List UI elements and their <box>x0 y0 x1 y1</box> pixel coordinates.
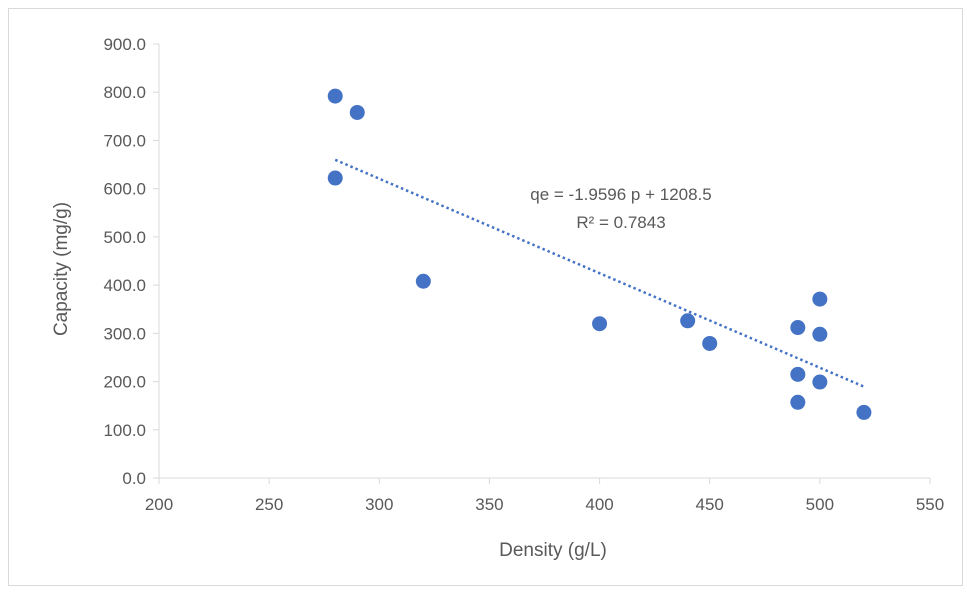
data-point <box>812 291 828 307</box>
data-point <box>327 88 343 104</box>
x-tick-label: 200 <box>145 495 173 514</box>
x-tick-label: 300 <box>365 495 393 514</box>
data-point <box>812 326 828 342</box>
scatter-chart: 200 250 300 350 400 450 500 550 0.0 100.0 200.0 30… <box>51 35 944 561</box>
data-point <box>812 374 828 390</box>
y-tick-label: 700.0 <box>103 131 146 150</box>
y-tick-label: 500.0 <box>103 228 146 247</box>
y-tick-label: 200.0 <box>103 373 146 392</box>
x-tick-label: 250 <box>255 495 283 514</box>
x-tick-label: 550 <box>916 495 944 514</box>
data-points <box>327 88 872 420</box>
y-tick-label: 400.0 <box>103 276 146 295</box>
data-point <box>702 335 718 351</box>
trendline-r-squared: R² = 0.7843 <box>576 213 665 232</box>
chart-area: 200 250 300 350 400 450 500 550 0.0 100.0 200.0 30… <box>8 8 963 586</box>
data-point <box>415 273 431 289</box>
data-point <box>856 404 872 420</box>
y-tick-label: 0.0 <box>122 469 146 488</box>
x-tick-label: 450 <box>696 495 724 514</box>
y-tick-label: 800.0 <box>103 83 146 102</box>
y-tick-label: 300.0 <box>103 324 146 343</box>
data-point <box>592 316 608 332</box>
data-point <box>349 104 365 120</box>
data-point <box>790 394 806 410</box>
y-tick-labels: 0.0 100.0 200.0 300.0 400.0 500.0 600.0 700.0 80… <box>103 35 159 488</box>
axes <box>158 44 930 479</box>
x-axis-title: Density (g/L) <box>499 540 607 561</box>
data-point <box>680 313 696 329</box>
x-tick-labels: 200 250 300 350 400 450 500 550 <box>145 478 944 514</box>
data-point <box>790 320 806 336</box>
y-tick-label: 900.0 <box>103 35 146 54</box>
trendline-group <box>334 158 865 388</box>
y-axis-title: Capacity (mg/g) <box>51 202 72 336</box>
data-point <box>790 366 806 382</box>
x-tick-label: 350 <box>475 495 503 514</box>
data-point <box>327 170 343 186</box>
trendline-equation: qe = -1.9596 p + 1208.5 <box>530 185 712 204</box>
y-tick-label: 600.0 <box>103 180 146 199</box>
x-tick-label: 400 <box>585 495 613 514</box>
x-tick-label: 500 <box>806 495 834 514</box>
trendline <box>334 158 865 388</box>
y-tick-label: 100.0 <box>103 421 146 440</box>
